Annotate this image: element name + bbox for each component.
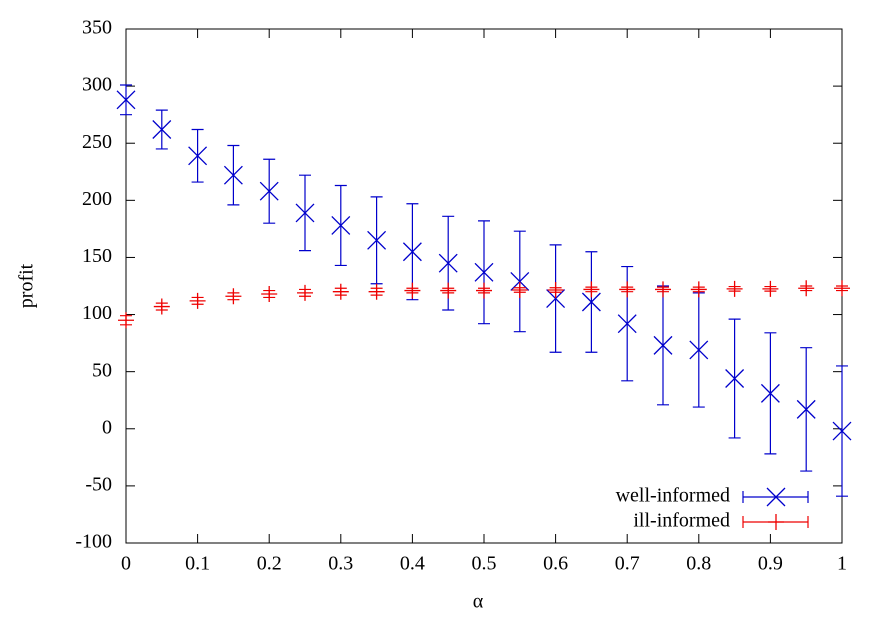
- marker: [689, 340, 709, 360]
- y-tick-label: 350: [82, 17, 112, 39]
- marker: [581, 292, 601, 312]
- marker: [153, 298, 170, 315]
- marker: [332, 283, 349, 300]
- x-axis-label: α: [473, 591, 484, 613]
- marker: [617, 314, 637, 334]
- marker: [225, 288, 242, 305]
- x-tick-label: 0.1: [185, 553, 210, 575]
- marker: [725, 369, 745, 388]
- marker: [118, 312, 134, 329]
- legend-label: well-informed: [616, 485, 730, 507]
- marker: [295, 203, 315, 223]
- y-tick-label: 300: [82, 74, 112, 96]
- marker: [189, 292, 206, 309]
- marker: [690, 281, 707, 298]
- y-tick-label: 150: [82, 245, 112, 267]
- x-tick-label: 0.6: [543, 553, 568, 575]
- marker: [798, 280, 815, 297]
- y-tick-label: 200: [82, 188, 112, 210]
- marker: [653, 335, 673, 355]
- y-tick-label: 50: [92, 359, 112, 381]
- legend-label: ill-informed: [633, 510, 730, 532]
- marker: [259, 181, 279, 201]
- marker: [547, 281, 564, 298]
- y-tick-label: -100: [75, 531, 112, 553]
- marker: [331, 216, 351, 235]
- marker: [440, 282, 457, 299]
- marker: [766, 487, 786, 507]
- marker: [762, 280, 779, 297]
- y-axis-label: profit: [16, 263, 38, 308]
- marker: [796, 399, 816, 419]
- x-tick-label: 0.3: [328, 553, 353, 575]
- marker: [832, 421, 852, 441]
- marker: [619, 281, 636, 298]
- marker: [438, 253, 458, 273]
- marker: [476, 282, 492, 299]
- marker: [583, 281, 600, 298]
- x-tick-label: 0.2: [257, 553, 282, 575]
- y-tick-label: -50: [85, 473, 112, 495]
- marker: [834, 280, 850, 297]
- marker: [261, 285, 278, 302]
- x-tick-label: 0: [121, 553, 131, 575]
- marker: [768, 514, 784, 530]
- x-tick-label: 1: [837, 553, 847, 575]
- y-tick-label: 100: [82, 302, 112, 324]
- marker: [223, 165, 243, 185]
- marker: [726, 280, 743, 297]
- marker: [402, 242, 422, 262]
- marker: [116, 90, 136, 110]
- marker: [474, 262, 494, 282]
- x-tick-label: 0.5: [472, 553, 497, 575]
- marker: [404, 282, 421, 299]
- marker: [760, 383, 780, 403]
- marker: [367, 230, 387, 250]
- y-tick-label: 0: [102, 416, 112, 438]
- x-tick-label: 0.8: [686, 553, 711, 575]
- marker: [152, 120, 172, 139]
- marker: [511, 281, 528, 298]
- marker: [297, 284, 313, 301]
- marker: [368, 283, 385, 300]
- marker: [655, 281, 671, 298]
- y-tick-label: 250: [82, 131, 112, 153]
- x-tick-label: 0.7: [615, 553, 640, 575]
- marker: [188, 146, 208, 166]
- x-tick-label: 0.9: [758, 553, 783, 575]
- x-tick-label: 0.4: [400, 553, 425, 575]
